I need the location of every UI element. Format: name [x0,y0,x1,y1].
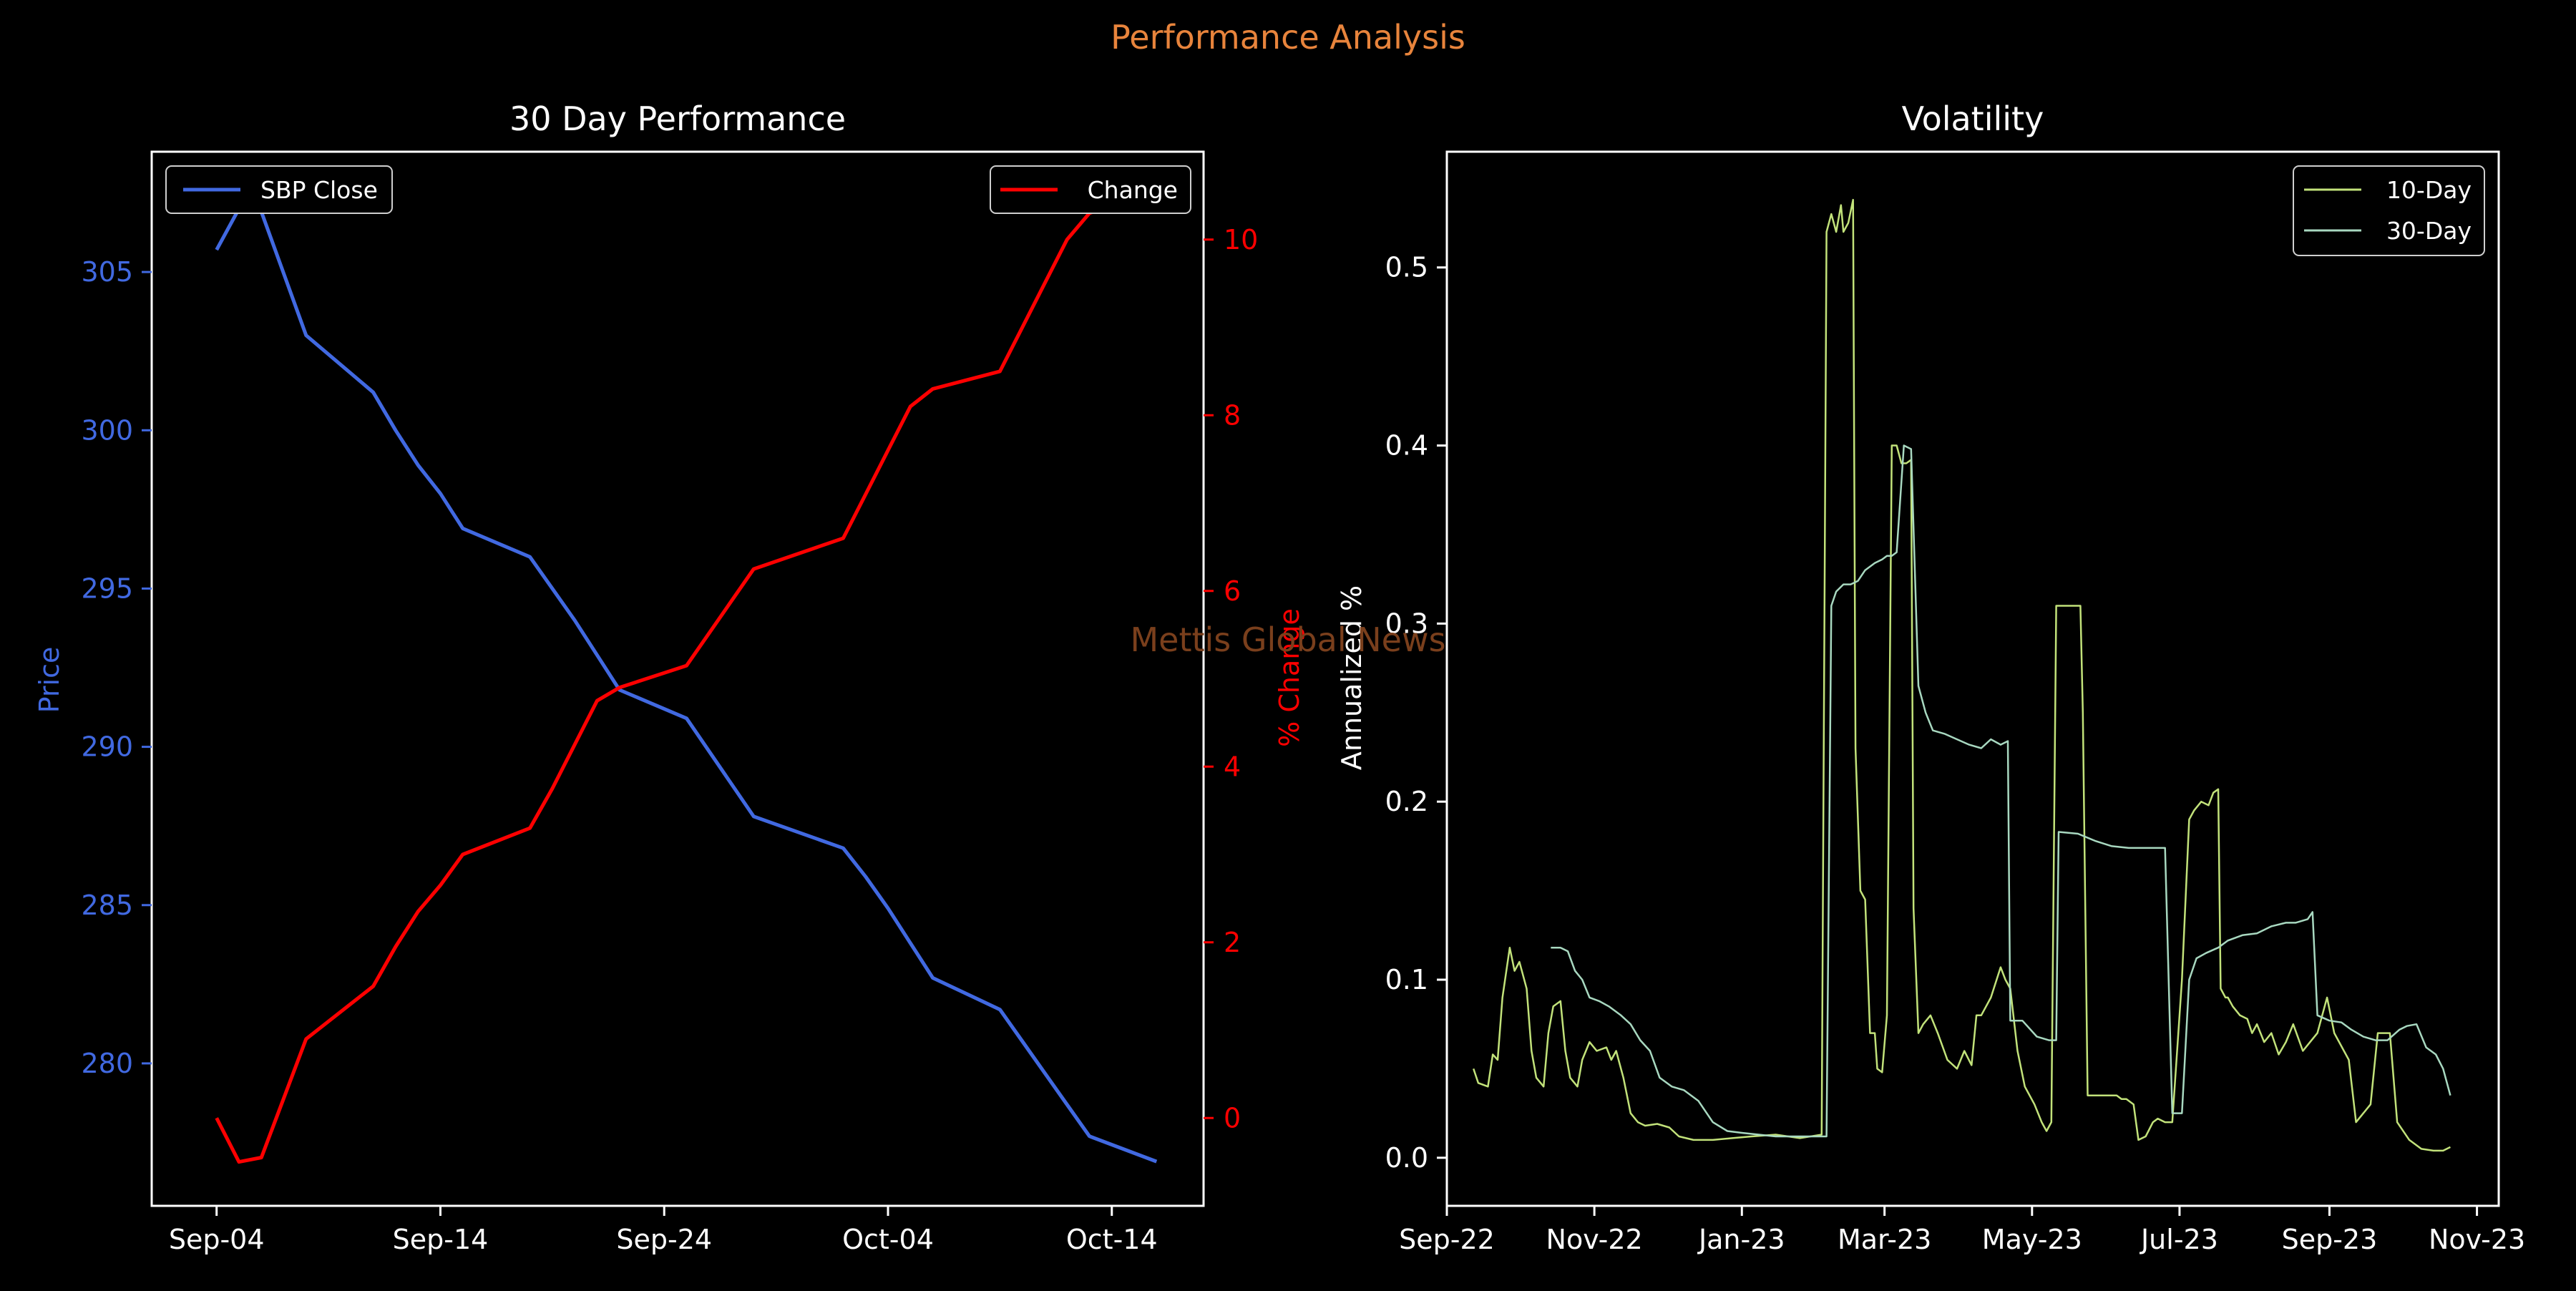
x-tick-label: Sep-14 [393,1224,489,1255]
series-line-sbp-close [215,207,1158,1164]
x-tick-label: Sep-04 [169,1224,265,1255]
performance-y-axis-right: 0 2 4 6 8 10 [1204,224,1258,1134]
x-tick-label: Nov-22 [1546,1224,1643,1255]
series-line-30-day [1551,444,2451,1138]
legend-box [165,165,393,214]
x-tick-label: Sep-22 [1399,1224,1495,1255]
performance-plot-frame [150,150,1205,1207]
x-tick-label: Oct-14 [1066,1224,1158,1255]
y-tick-label: 0.0 [1385,1142,1428,1174]
legend-label-30-day: 30-Day [2386,217,2472,245]
y-tick-label: 0.2 [1385,786,1428,817]
y-tick-label: 280 [81,1048,133,1079]
y-tick-label: 0.1 [1385,964,1428,995]
volatility-series [1473,198,2451,1152]
volatility-chart: Volatility Sep-22 Nov-22 Jan-23 Mar-23 May-2… [1336,99,2525,1255]
figure-title: Performance Analysis [1111,18,1465,57]
y-tick-label: 0.4 [1385,430,1428,462]
legend-label-10-day: 10-Day [2386,176,2472,204]
volatility-plot-frame [1445,150,2500,1207]
volatility-chart-title: Volatility [1902,99,2044,138]
y-right-tick-label: 4 [1224,751,1241,782]
y-tick-label: 0.3 [1385,608,1428,639]
x-tick-label: Sep-23 [2282,1224,2378,1255]
series-line-10-day [1473,198,2451,1152]
performance-y-label-left: Price [34,647,65,713]
y-right-tick-label: 8 [1224,399,1241,431]
volatility-legend: 10-Day 30-Day [2293,165,2485,256]
performance-x-axis: Sep-04 Sep-14 Sep-24 Oct-04 Oct-14 [169,1206,1158,1255]
y-right-tick-label: 10 [1224,224,1258,255]
legend-box [2293,165,2485,256]
y-tick-label: 305 [81,256,133,288]
x-tick-label: Oct-04 [842,1224,934,1255]
performance-legend-left: SBP Close [165,165,393,214]
series-line-change [215,189,1158,1164]
volatility-y-label: Annualized % [1336,585,1367,770]
y-right-tick-label: 2 [1224,927,1241,958]
y-tick-label: 285 [81,890,133,921]
y-tick-label: 0.5 [1385,252,1428,283]
performance-y-label-right: % Change [1274,608,1305,747]
performance-chart-title: 30 Day Performance [509,99,846,138]
performance-chart: 30 Day Performance Sep-04 Sep-14 Sep-24 Oct… [34,99,1305,1255]
volatility-y-axis: 0.0 0.1 0.2 0.3 0.4 0.5 [1385,252,1447,1174]
y-tick-label: 300 [81,414,133,446]
x-tick-label: Mar-23 [1838,1224,1931,1255]
y-right-tick-label: 6 [1224,575,1241,607]
legend-label-sbp-close: SBP Close [260,176,378,204]
x-tick-label: Jan-23 [1697,1224,1785,1255]
performance-series [215,189,1158,1164]
performance-y-axis-left: 280 285 290 295 300 305 [81,256,152,1079]
performance-legend-right: Change [990,165,1191,214]
legend-box [990,165,1191,214]
x-tick-label: Nov-23 [2429,1224,2525,1255]
y-tick-label: 290 [81,731,133,763]
x-tick-label: May-23 [1982,1224,2082,1255]
watermark: Mettis Global News [1130,620,1445,659]
x-tick-label: Sep-24 [616,1224,712,1255]
y-right-tick-label: 0 [1224,1102,1241,1134]
volatility-x-axis: Sep-22 Nov-22 Jan-23 Mar-23 May-23 Jul-23 Sep-… [1399,1206,2525,1255]
legend-label-change: Change [1088,176,1178,204]
x-tick-label: Jul-23 [2140,1224,2218,1255]
y-tick-label: 295 [81,573,133,604]
